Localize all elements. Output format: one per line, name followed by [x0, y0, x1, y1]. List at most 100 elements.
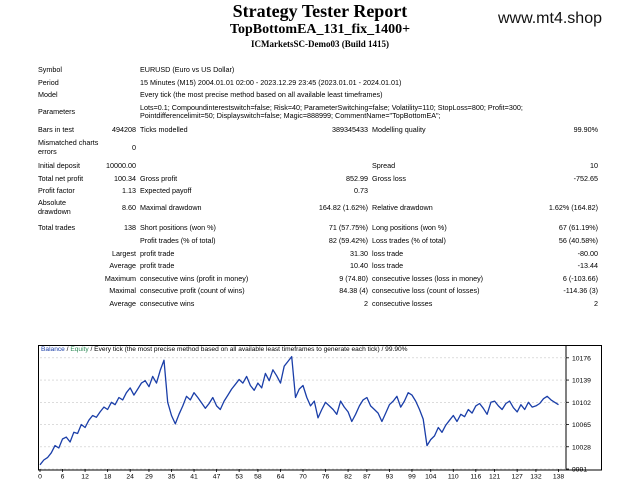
av-loss-value: -13.44 [577, 261, 598, 271]
absdd-value: 8.60 [122, 202, 136, 212]
payoff-label: Expected payoff [140, 186, 192, 196]
netprofit-label: Total net profit [38, 173, 84, 183]
x-tick-label: 41 [190, 474, 198, 480]
legend-equity: Equity [70, 346, 89, 353]
mismatch-value: 0 [132, 142, 136, 152]
x-tick-label: 104 [425, 474, 437, 480]
profit-trades-value: 82 (59.42%) [328, 235, 368, 245]
row-net-profit: Total net profit 100.34 Gross profit 852… [38, 173, 602, 186]
av-wins-label: consecutive wins [140, 298, 195, 308]
x-tick-label: 76 [322, 474, 330, 480]
maximal-label: Maximal [109, 286, 136, 296]
ea-name: TopBottomEA_131_fix_1400+ [229, 22, 411, 37]
chart-legend: Balance / Equity / Every tick (the most … [41, 346, 408, 353]
row-deposit: Initial deposit 10000.00 Spread 10 [38, 160, 602, 173]
short-value: 71 (57.75%) [328, 222, 368, 232]
y-tick-label: 10065 [572, 422, 591, 429]
av-wins-value: 2 [364, 298, 368, 308]
av-losses-value: 2 [594, 298, 598, 308]
quality-label: Modelling quality [372, 124, 426, 134]
largest-label: Largest [112, 248, 136, 258]
row-drawdown: Absolute drawdown 8.60 Maximal drawdown … [38, 198, 602, 220]
y-tick-label: 10176 [572, 355, 591, 362]
x-tick-label: 24 [126, 474, 134, 480]
payoff-value: 0.73 [354, 186, 368, 196]
ticks-value: 389345433 [332, 124, 368, 134]
average-consec-label: Average [109, 298, 136, 308]
x-tick-label: 82 [344, 474, 352, 480]
maxdd-label: Maximal drawdown [140, 202, 202, 212]
x-tick-label: 35 [168, 474, 176, 480]
x-tick-label: 110 [448, 474, 459, 480]
x-tick-label: 132 [530, 474, 542, 480]
av-profit-value: 10.40 [350, 261, 368, 271]
short-label: Short positions (won %) [140, 222, 216, 232]
spread-value: 10 [590, 160, 598, 170]
maxdd-value: 164.82 (1.62%) [318, 202, 368, 212]
x-tick-label: 70 [299, 474, 307, 480]
maximum-label: Maximum [104, 273, 136, 283]
mx-losses-label: consecutive losses (loss in money) [372, 273, 484, 283]
grossprofit-value: 852.99 [346, 173, 368, 183]
balance-chart-svg: 10176 10139 10102 10065 10028 9991 0 6 12 18 24 29 3… [38, 345, 602, 480]
row-profit-trades: Profit trades (% of total) 82 (59.42%) L… [38, 235, 602, 248]
chart-frame [38, 345, 602, 471]
x-tick-label: 93 [386, 474, 394, 480]
balance-chart: 10176 10139 10102 10065 10028 9991 0 6 12 18 24 29 3… [38, 345, 602, 480]
row-maximal: Maximal consecutive profit (count of win… [38, 285, 602, 298]
y-tick-label: 10102 [572, 400, 591, 407]
params-line-2: Pointdifferencelimit=50; Displayswitch=f… [140, 110, 441, 120]
x-tick-label: 0 [38, 474, 42, 480]
report-header: Strategy Tester Report TopBottomEA_131_f… [0, 0, 640, 52]
pf-label: Profit factor [38, 186, 75, 196]
mx-wins-value: 9 (74.80) [339, 273, 368, 283]
loss-trades-value: 56 (40.58%) [558, 235, 598, 245]
server-name: ICMarketsSC-Demo03 (Build 1415) [251, 39, 389, 49]
netprofit-value: 100.34 [114, 173, 136, 183]
period-label: Period [38, 77, 59, 87]
x-tick-label: 64 [277, 474, 285, 480]
x-tick-label: 121 [489, 474, 501, 480]
ml-loss-label: consecutive loss (count of losses) [372, 286, 480, 296]
row-parameters: Parameters Lots=0.1; Compoundinterestswi… [38, 102, 602, 124]
ml-profit-label: consecutive profit (count of wins) [140, 286, 245, 296]
x-tick-label: 12 [81, 474, 89, 480]
bars-value: 494208 [112, 124, 136, 134]
legend-balance: Balance [41, 346, 65, 353]
row-maximum: Maximum consecutive wins (profit in mone… [38, 273, 602, 286]
report-table: Symbol EURUSD (Euro vs US Dollar) Period… [38, 64, 602, 311]
reldd-value: 1.62% (164.82) [548, 202, 598, 212]
x-tick-label: 127 [511, 474, 523, 480]
row-mismatch: Mismatched charts errors 0 [38, 138, 602, 160]
x-tick-label: 138 [553, 474, 565, 480]
trades-label: Total trades [38, 222, 76, 232]
mx-wins-label: consecutive wins (profit in money) [140, 273, 249, 283]
x-tick-label: 87 [363, 474, 371, 480]
row-profit-factor: Profit factor 1.13 Expected payoff 0.73 [38, 185, 602, 198]
mx-losses-value: 6 (-103.66) [562, 273, 598, 283]
ml-loss-value: -114.36 (3) [563, 286, 598, 296]
grossprofit-label: Gross profit [140, 173, 178, 183]
mismatch-label-2: errors [38, 146, 57, 156]
symbol-value: EURUSD (Euro vs US Dollar) [140, 65, 235, 74]
loss-trades-label: Loss trades (% of total) [372, 235, 446, 245]
row-average-consecutive: Average consecutive wins 2 consecutive l… [38, 298, 602, 311]
pf-value: 1.13 [122, 186, 136, 196]
lg-loss-value: -80.00 [577, 248, 598, 258]
lg-loss-label: loss trade [372, 248, 404, 258]
row-largest: Largest profit trade 31.30 loss trade -8… [38, 248, 602, 261]
model-label: Model [38, 90, 58, 100]
bars-label: Bars in test [38, 124, 74, 134]
absdd-label-1: Absolute [38, 197, 66, 207]
row-average: Average profit trade 10.40 loss trade -1… [38, 260, 602, 273]
x-tick-label: 116 [470, 474, 481, 480]
lg-profit-label: profit trade [140, 248, 175, 258]
x-tick-label: 53 [235, 474, 243, 480]
av-losses-label: consecutive losses [372, 298, 433, 308]
x-tick-label: 47 [213, 474, 221, 480]
x-tick-label: 99 [408, 474, 416, 480]
deposit-value: 10000.00 [106, 160, 136, 170]
model-value: Every tick (the most precise method base… [140, 90, 383, 100]
reldd-label: Relative drawdown [372, 202, 433, 212]
params-label: Parameters [38, 106, 76, 116]
